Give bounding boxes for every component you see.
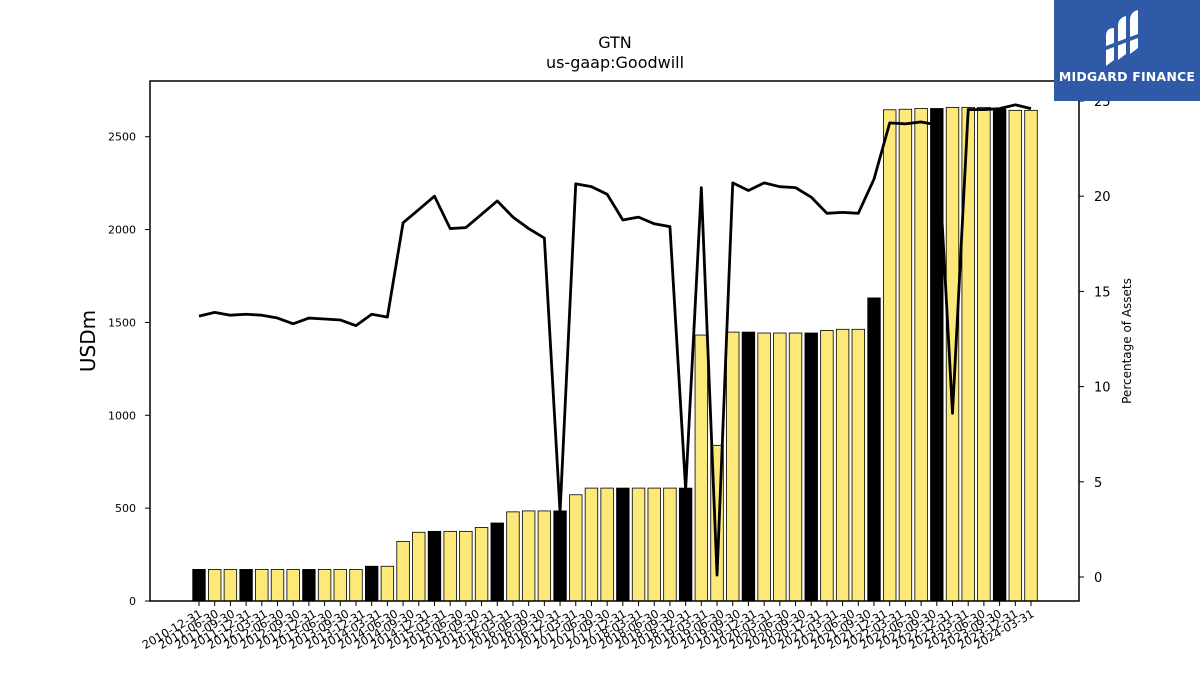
midgard-logo-icon — [1106, 10, 1138, 66]
bar — [757, 332, 771, 602]
bar — [490, 522, 504, 602]
bar — [443, 530, 457, 602]
y-left-tick-label: 1000 — [108, 409, 136, 422]
bar — [726, 331, 740, 602]
bar — [914, 108, 928, 602]
bar — [364, 565, 379, 602]
bar — [333, 569, 347, 602]
left-axis: 0 500 1000 1500 2000 2500 — [108, 131, 150, 608]
bar — [223, 569, 238, 602]
bar — [569, 494, 583, 602]
x-axis: 2010-12-312011-06-302011-09-302011-12-31… — [140, 601, 1037, 652]
bar — [773, 332, 787, 602]
bar — [396, 540, 410, 602]
bar — [820, 330, 834, 602]
y-axis-left-label: USDm — [76, 310, 100, 372]
bar — [239, 569, 253, 602]
bar — [678, 487, 693, 602]
bar — [616, 487, 630, 602]
y-left-tick-label: 2500 — [108, 131, 136, 144]
bar — [647, 487, 661, 602]
bar — [992, 108, 1007, 602]
y-left-tick-label: 2000 — [108, 224, 136, 237]
bar — [804, 332, 818, 602]
bar — [1024, 109, 1038, 602]
bar — [192, 569, 206, 602]
bar — [694, 334, 709, 602]
bar — [631, 487, 646, 602]
bar — [412, 531, 426, 602]
y-right-tick-label: 10 — [1094, 381, 1111, 396]
bar — [270, 569, 285, 602]
bar — [380, 565, 395, 602]
bar — [835, 328, 850, 602]
bar — [741, 331, 756, 602]
logo: MIDGARD FINANCE — [1054, 0, 1200, 101]
logo-text: MIDGARD FINANCE — [1058, 69, 1196, 84]
bar — [867, 297, 881, 602]
bar — [521, 510, 536, 602]
bar — [208, 569, 222, 602]
y-right-tick-label: 0 — [1094, 571, 1102, 586]
bar — [286, 569, 300, 602]
bar — [474, 527, 489, 602]
bar — [977, 106, 991, 602]
y-right-tick-label: 15 — [1094, 285, 1111, 300]
bar — [553, 510, 567, 602]
bar — [663, 487, 677, 602]
bar — [584, 487, 599, 602]
bar — [898, 108, 913, 602]
y-left-tick-label: 500 — [115, 502, 136, 515]
y-right-tick-label: 5 — [1094, 476, 1102, 491]
y-axis-right-label: Percentage of Assets — [1120, 278, 1134, 404]
bar — [1008, 109, 1022, 602]
bar — [788, 332, 803, 602]
chart-subtitle: us-gaap:Goodwill — [546, 53, 684, 72]
bar — [349, 569, 363, 602]
bar — [883, 109, 897, 602]
bar — [600, 487, 614, 602]
bar — [459, 530, 473, 602]
chart-title: GTN — [598, 33, 632, 52]
y-left-tick-label: 1500 — [108, 316, 136, 329]
bar — [506, 511, 520, 602]
y-left-tick-label: 0 — [129, 595, 136, 608]
bar — [851, 328, 865, 602]
y-right-tick-label: 20 — [1094, 190, 1111, 205]
bar — [537, 510, 552, 602]
bar — [255, 569, 269, 602]
pct-assets-line — [198, 103, 1032, 577]
plot-frame — [149, 80, 1080, 602]
bar — [302, 569, 316, 602]
bar — [317, 569, 332, 602]
bar — [427, 530, 442, 602]
